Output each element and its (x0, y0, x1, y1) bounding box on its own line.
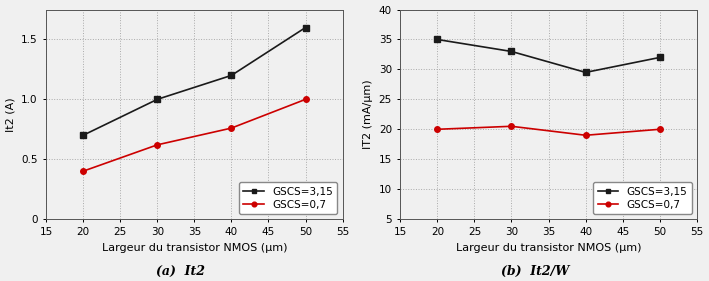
GSCS=0,7 (581, 133, 590, 137)
GSCS=3,15 (433, 38, 442, 41)
GSCS=3,15 (79, 133, 87, 137)
Legend: GSCS=3,15, GSCS=0,7: GSCS=3,15, GSCS=0,7 (593, 182, 691, 214)
Line: GSCS=0,7: GSCS=0,7 (435, 124, 662, 138)
GSCS=0,7 (153, 143, 162, 146)
GSCS=0,7 (656, 128, 664, 131)
GSCS=0,7 (507, 124, 515, 128)
Line: GSCS=3,15: GSCS=3,15 (435, 37, 662, 75)
Text: (b)  It2/W: (b) It2/W (501, 265, 569, 278)
GSCS=3,15 (656, 56, 664, 59)
GSCS=3,15 (301, 26, 310, 29)
Y-axis label: IT2 (mA/µm): IT2 (mA/µm) (363, 80, 373, 149)
Y-axis label: It2 (A): It2 (A) (6, 97, 16, 132)
GSCS=3,15 (581, 71, 590, 74)
X-axis label: Largeur du transistor NMOS (µm): Largeur du transistor NMOS (µm) (101, 243, 287, 253)
Line: GSCS=3,15: GSCS=3,15 (80, 25, 308, 138)
Legend: GSCS=3,15, GSCS=0,7: GSCS=3,15, GSCS=0,7 (239, 182, 337, 214)
GSCS=0,7 (227, 126, 235, 130)
GSCS=3,15 (153, 98, 162, 101)
GSCS=0,7 (79, 169, 87, 173)
Text: (a)  It2: (a) It2 (156, 265, 206, 278)
X-axis label: Largeur du transistor NMOS (µm): Largeur du transistor NMOS (µm) (456, 243, 642, 253)
GSCS=3,15 (227, 74, 235, 77)
Line: GSCS=0,7: GSCS=0,7 (80, 97, 308, 174)
GSCS=0,7 (433, 128, 442, 131)
GSCS=3,15 (507, 50, 515, 53)
GSCS=0,7 (301, 98, 310, 101)
